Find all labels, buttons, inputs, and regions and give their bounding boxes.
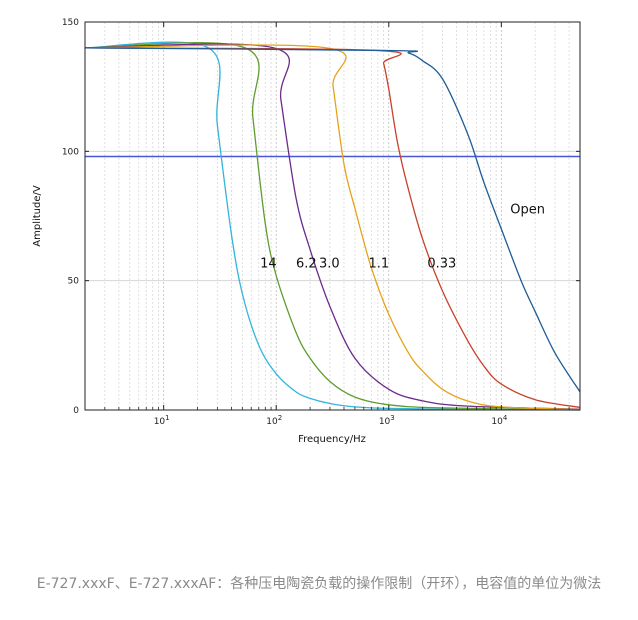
series-label-14: 14	[260, 257, 277, 272]
series-label-3.0: 3.0	[319, 257, 340, 272]
series-label-0.33: 0.33	[427, 257, 456, 272]
y-tick-label: 0	[73, 406, 79, 416]
x-tick-base: 10	[491, 417, 503, 427]
plot-frame	[84, 21, 581, 411]
series-line-3.0	[84, 43, 581, 410]
x-tick-exponent: 1	[165, 414, 169, 422]
y-axis-label: Amplitude/V	[32, 185, 43, 247]
figure-caption: E-727.xxxF、E-727.xxxAF：各种压电陶瓷负载的操作限制（开环）…	[36, 576, 602, 592]
y-tick-label: 150	[62, 18, 79, 28]
series-lines	[84, 41, 581, 411]
x-tick-label: 102	[266, 414, 282, 427]
y-tick-label: 100	[62, 147, 79, 157]
x-tick-base: 10	[266, 417, 278, 427]
series-line-6.2	[84, 42, 581, 411]
series-line-0.33	[84, 47, 581, 409]
grid-lines	[85, 22, 580, 410]
x-tick-label: 101	[154, 414, 170, 427]
series-line-Open	[84, 47, 581, 393]
series-label-1.1: 1.1	[368, 257, 389, 272]
x-tick-label: 104	[491, 414, 507, 427]
x-tick-exponent: 4	[503, 414, 508, 422]
x-tick-exponent: 2	[278, 414, 282, 422]
series-line-1.1	[84, 44, 581, 411]
series-label-Open: Open	[510, 202, 545, 217]
curve-labels: 14 6.2 3.0 1.1 0.33 Open	[260, 202, 545, 271]
x-tick-label: 103	[379, 414, 395, 427]
y-tick-label: 50	[68, 277, 80, 287]
x-tick-base: 10	[379, 417, 391, 427]
x-axis-label: Frequency/Hz	[298, 434, 366, 445]
x-tick-exponent: 3	[390, 414, 394, 422]
x-tick-base: 10	[154, 417, 166, 427]
series-line-14	[84, 41, 581, 411]
series-label-6.2: 6.2	[296, 257, 317, 272]
